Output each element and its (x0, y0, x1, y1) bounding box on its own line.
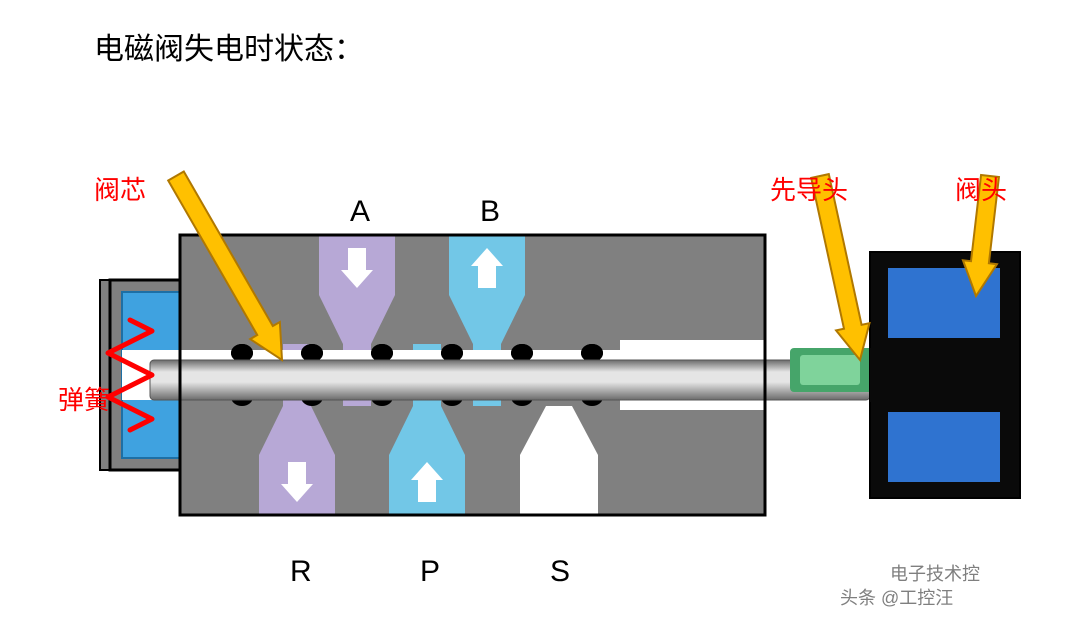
diagram-title: 电磁阀失电时状态： (94, 24, 364, 68)
port-A: A (350, 195, 370, 229)
label-pilot: 先导头 (770, 170, 848, 207)
label-spring: 弹簧 (58, 380, 110, 417)
port-R: R (290, 555, 312, 589)
watermark-0: 电子技术控 (890, 560, 980, 586)
port-S: S (550, 555, 570, 589)
port-B: B (480, 195, 500, 229)
label-head: 阀头 (955, 170, 1007, 207)
valve-diagram (0, 0, 1080, 619)
label-spool: 阀芯 (94, 170, 146, 207)
port-P: P (420, 555, 440, 589)
watermark-1: 头条 @工控汪 (840, 584, 953, 610)
